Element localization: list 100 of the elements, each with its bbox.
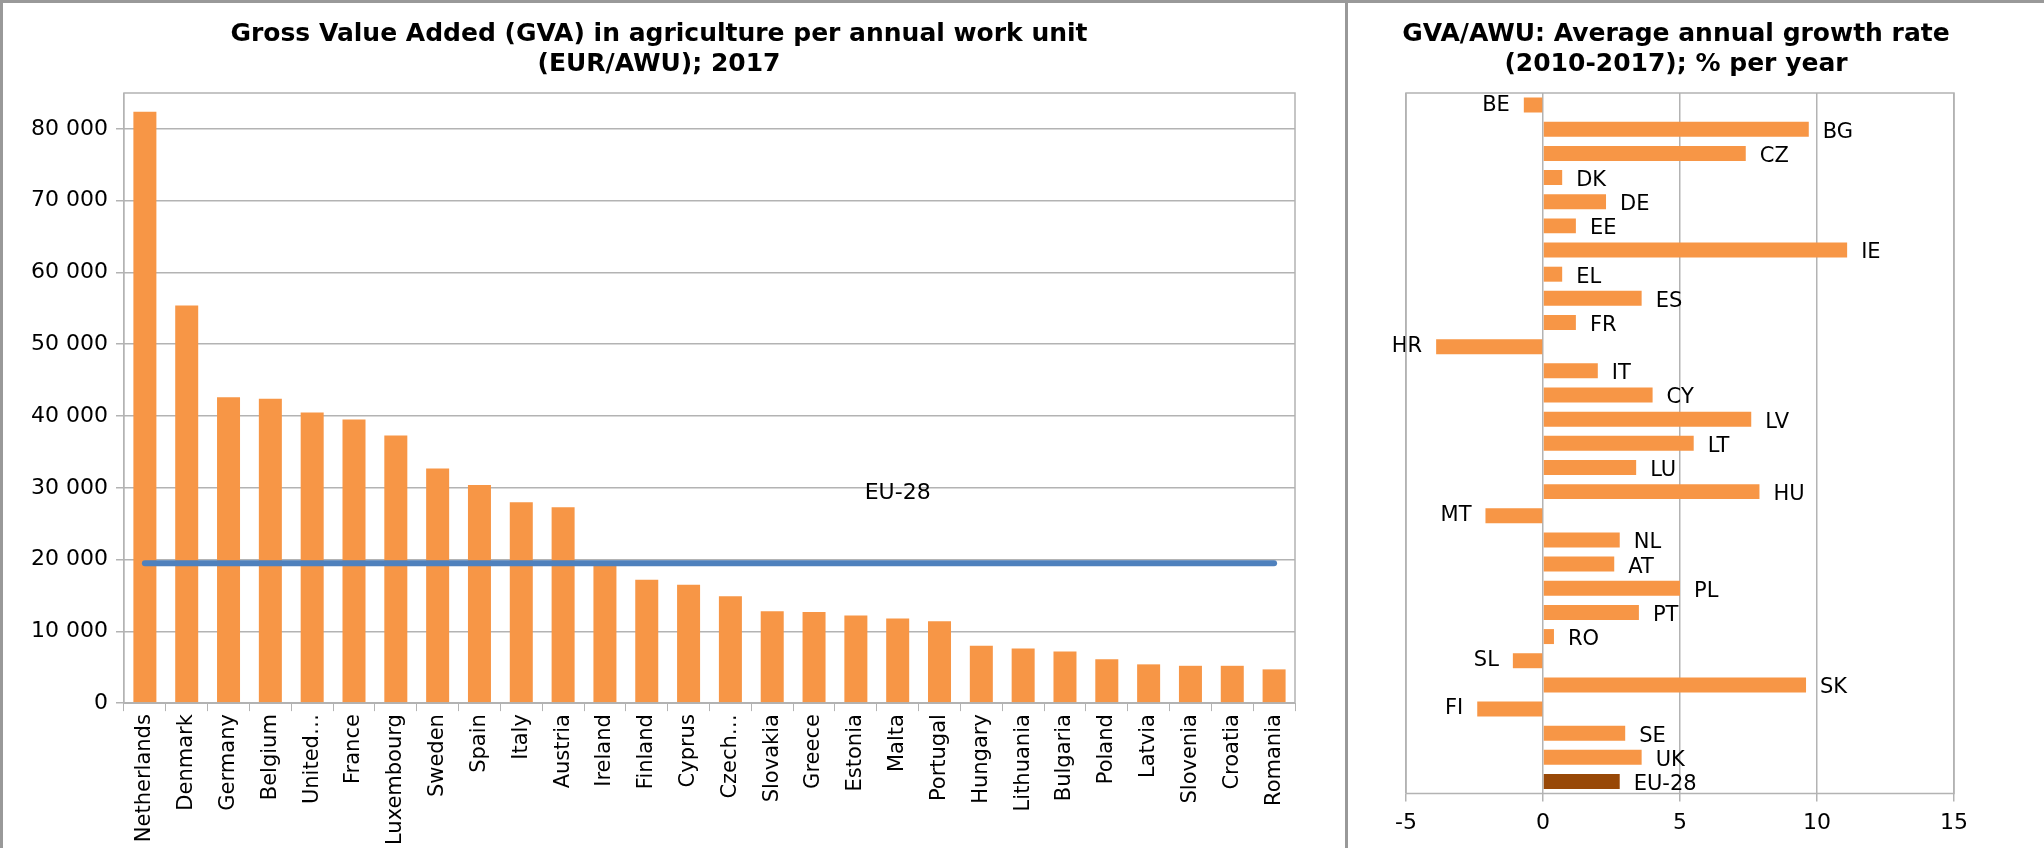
bar (1543, 580, 1680, 596)
bar (1485, 508, 1543, 524)
bar (1543, 532, 1620, 548)
bar (1543, 145, 1746, 161)
y-tick-label: UK (1655, 746, 1687, 771)
y-tick-label: SE (1639, 722, 1666, 747)
bar (258, 398, 282, 703)
x-tick-label: Sweden (424, 714, 449, 798)
bar (1543, 484, 1760, 500)
x-tick-label: Latvia (1135, 714, 1160, 779)
bar (1477, 701, 1543, 717)
y-tick-label: 50 000 (30, 329, 108, 355)
bar (1053, 651, 1077, 703)
x-tick-label: 0 (1536, 808, 1550, 834)
y-tick-label: RO (1567, 626, 1600, 651)
bar (1543, 725, 1626, 741)
x-tick-label: Poland (1093, 714, 1118, 785)
x-tick-label: United… (298, 714, 323, 805)
x-tick-label: Hungary (967, 714, 992, 804)
y-tick-label: PT (1652, 601, 1679, 626)
bar (1543, 629, 1554, 645)
x-tick-label: Estonia (842, 714, 867, 792)
x-tick-label: France (340, 714, 365, 784)
x-tick-label: Denmark (173, 713, 198, 811)
y-tick-label: MT (1440, 502, 1472, 527)
x-tick-label: Luxembourg (382, 714, 407, 846)
x-tick-label: Austria (549, 714, 574, 789)
y-tick-label: 10 000 (30, 617, 108, 643)
y-tick-label: 70 000 (30, 186, 108, 212)
y-tick-label: LT (1707, 432, 1730, 457)
bar (1137, 664, 1161, 703)
bar (1095, 659, 1119, 703)
y-tick-label: DE (1620, 191, 1650, 216)
bar (886, 618, 910, 703)
bar (1543, 411, 1752, 427)
x-tick-label: Ireland (591, 714, 616, 787)
bar (300, 412, 324, 703)
y-tick-label: 30 000 (30, 473, 108, 499)
bar (677, 584, 701, 703)
y-tick-label: CY (1666, 384, 1694, 409)
y-tick-label: HU (1773, 481, 1805, 506)
y-tick-label: 40 000 (30, 401, 108, 427)
x-tick-label: Cyprus (675, 714, 700, 788)
x-tick-label: Croatia (1218, 714, 1243, 790)
bar (1220, 665, 1244, 703)
y-tick-label: EU-28 (1633, 770, 1697, 795)
bar (760, 611, 784, 703)
x-tick-label: Greece (800, 714, 825, 789)
bar (551, 507, 575, 703)
bar (1543, 459, 1637, 475)
y-tick-label: LU (1650, 456, 1677, 481)
x-tick-label: Italy (507, 714, 532, 760)
text: EU-28 (864, 478, 931, 504)
y-tick-label: BG (1822, 118, 1854, 143)
y-tick-label: PL (1694, 577, 1719, 602)
y-tick-label: EL (1576, 263, 1602, 288)
bar (1543, 290, 1642, 306)
y-tick-label: IT (1611, 360, 1631, 385)
x-tick-label: 15 (1940, 808, 1968, 834)
y-tick-label: SK (1820, 674, 1849, 699)
bar (1543, 677, 1807, 693)
x-tick-label: Spain (465, 714, 490, 773)
x-tick-label: Czech… (716, 714, 741, 799)
bar (802, 611, 826, 703)
x-tick-label: Finland (633, 714, 658, 790)
bar (1262, 669, 1286, 703)
y-tick-label: HR (1391, 333, 1423, 358)
bar (1011, 648, 1035, 703)
bar (426, 468, 450, 703)
y-tick-label: ES (1655, 287, 1683, 312)
y-tick-label: FI (1444, 695, 1464, 720)
chart-title: GVA/AWU: Average annual growth rate (2010-2017); % per year (1402, 17, 1950, 77)
x-tick-label: Bulgaria (1051, 714, 1076, 802)
bar (467, 484, 491, 703)
x-tick-label: Lithuania (1009, 714, 1034, 812)
x-tick-label: 10 (1803, 808, 1831, 834)
x-tick-label: Portugal (925, 714, 950, 802)
chart-title: Gross Value Added (GVA) in agriculture per annual work unit (EUR/AWU); 2017 (230, 17, 1088, 77)
bar (1543, 604, 1639, 620)
bar (1523, 97, 1543, 113)
bar (1543, 242, 1848, 258)
y-tick-label: 20 000 (30, 545, 108, 571)
y-tick-label: BE (1482, 91, 1510, 116)
y-tick-label: AT (1628, 553, 1654, 578)
bar (1436, 339, 1543, 355)
bar (969, 645, 993, 703)
bar (1543, 387, 1653, 403)
x-tick-label: Romania (1260, 714, 1285, 806)
bar (1543, 556, 1615, 572)
bar (1543, 218, 1576, 234)
y-tick-label: CZ (1759, 142, 1789, 167)
bar (1543, 194, 1607, 210)
y-tick-label: NL (1633, 529, 1662, 554)
y-tick-label: 60 000 (30, 258, 108, 284)
y-tick-label: EE (1589, 215, 1617, 240)
bar (1543, 749, 1642, 765)
bar (509, 502, 533, 703)
bar (1543, 363, 1598, 379)
bar (635, 579, 659, 703)
bar (175, 305, 199, 703)
